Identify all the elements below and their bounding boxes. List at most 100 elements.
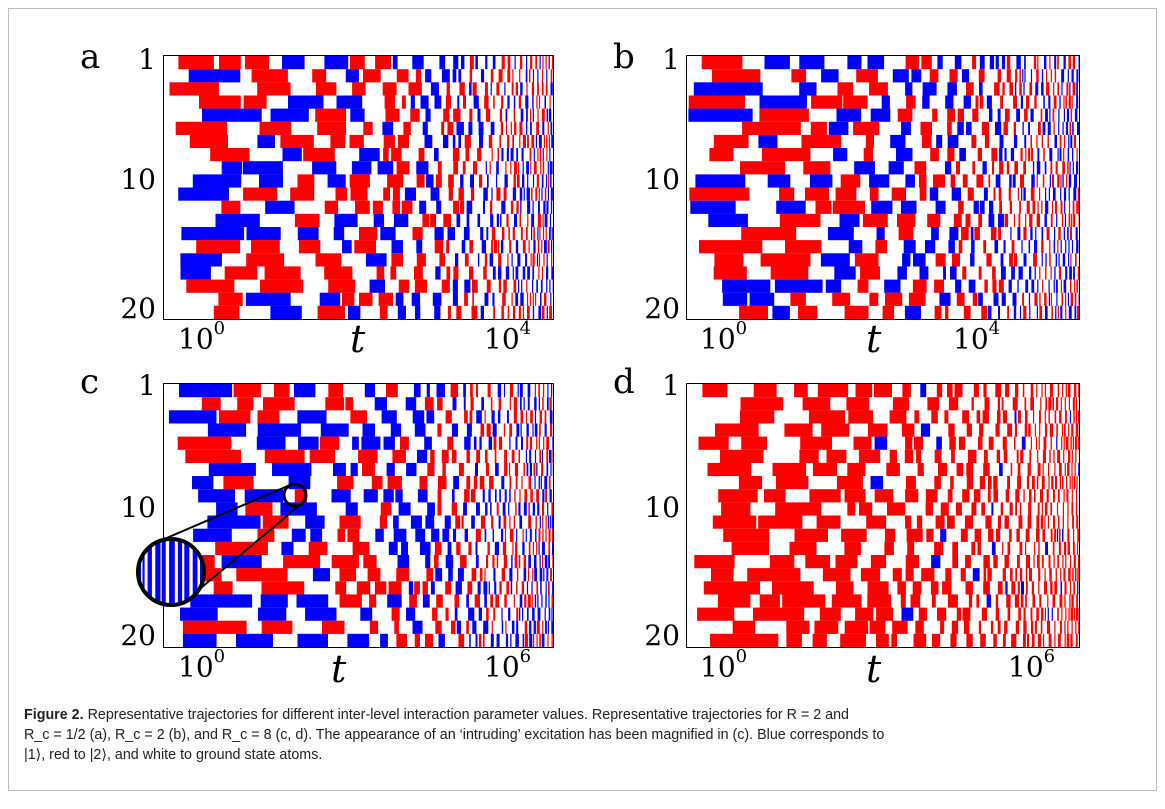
excitation-segment	[1030, 384, 1034, 398]
excitation-segment	[1034, 95, 1037, 109]
excitation-segment	[515, 266, 519, 280]
excitation-segment	[499, 134, 502, 149]
excitation-segment	[1014, 410, 1017, 424]
excitation-segment	[1017, 476, 1021, 490]
excitation-segment	[501, 568, 505, 582]
excitation-segment	[550, 200, 553, 214]
excitation-segment	[1043, 436, 1047, 450]
excitation-segment	[847, 502, 856, 516]
excitation-segment	[549, 161, 553, 175]
excitation-segment	[1014, 82, 1017, 96]
excitation-segment	[171, 555, 215, 569]
excitation-segment	[950, 266, 957, 280]
excitation-segment	[1024, 423, 1028, 437]
excitation-segment	[390, 423, 402, 437]
excitation-segment	[526, 108, 528, 122]
excitation-segment	[958, 240, 963, 254]
excitation-segment	[422, 213, 430, 227]
excitation-segment	[1070, 607, 1074, 621]
excitation-segment	[892, 69, 909, 83]
excitation-segment	[497, 148, 499, 162]
excitation-segment	[347, 528, 360, 542]
excitation-segment	[921, 56, 932, 70]
excitation-segment	[1049, 240, 1051, 254]
excitation-segment	[475, 633, 478, 647]
excitation-segment	[496, 174, 498, 188]
excitation-segment	[950, 174, 956, 188]
excitation-segment	[456, 305, 462, 319]
panel-letter-b: b	[613, 37, 635, 77]
excitation-segment	[1046, 489, 1049, 503]
excitation-segment	[1067, 462, 1070, 477]
excitation-segment	[1051, 200, 1054, 214]
excitation-segment	[972, 56, 977, 70]
excitation-segment	[541, 187, 543, 201]
excitation-segment	[544, 607, 546, 621]
excitation-segment	[799, 56, 825, 70]
excitation-segment	[1060, 568, 1062, 582]
excitation-segment	[380, 227, 396, 241]
excitation-segment	[836, 108, 862, 122]
excitation-segment	[1025, 568, 1028, 582]
excitation-segment	[264, 266, 301, 280]
excitation-segment	[414, 581, 420, 595]
excitation-segment	[521, 279, 523, 293]
excitation-segment	[522, 161, 524, 175]
excitation-segment	[513, 594, 515, 608]
excitation-segment	[245, 502, 273, 516]
excitation-segment	[372, 200, 383, 214]
excitation-segment	[483, 187, 488, 201]
excitation-segment	[388, 581, 402, 595]
excitation-segment	[1074, 292, 1077, 306]
excitation-segment	[1009, 253, 1013, 267]
excitation-segment	[978, 266, 982, 280]
excitation-segment	[475, 528, 481, 542]
excitation-segment	[912, 581, 922, 595]
excitation-segment	[901, 200, 917, 214]
excitation-segment	[1049, 423, 1054, 437]
excitation-segment	[955, 279, 962, 293]
excitation-segment	[507, 134, 510, 149]
excitation-segment	[294, 489, 308, 503]
excitation-segment	[993, 633, 997, 647]
excitation-segment	[492, 555, 495, 569]
excitation-segment	[799, 449, 819, 463]
excitation-segment	[1074, 305, 1077, 319]
excitation-segment	[531, 594, 533, 608]
excitation-segment	[447, 541, 452, 555]
excitation-segment	[1052, 541, 1055, 555]
excitation-segment	[960, 568, 966, 582]
excitation-segment	[395, 292, 404, 306]
excitation-segment	[1067, 148, 1070, 162]
excitation-segment	[897, 108, 913, 122]
excitation-segment	[1077, 266, 1079, 280]
excitation-segment	[526, 581, 529, 595]
excitation-segment	[1055, 397, 1059, 411]
excitation-segment	[1002, 541, 1004, 555]
excitation-segment	[519, 69, 521, 83]
excitation-segment	[1049, 56, 1051, 70]
excitation-segment	[519, 384, 523, 398]
excitation-segment	[215, 213, 260, 227]
excitation-segment	[369, 620, 379, 634]
excitation-segment	[488, 581, 490, 595]
excitation-segment	[1013, 121, 1016, 135]
excitation-segment	[544, 187, 547, 201]
excitation-segment	[282, 56, 305, 70]
excitation-segment	[468, 607, 475, 621]
excitation-segment	[437, 423, 442, 437]
excitation-segment	[550, 423, 552, 437]
excitation-segment	[1039, 423, 1041, 437]
excitation-segment	[532, 541, 534, 555]
excitation-segment	[336, 95, 363, 109]
excitation-segment	[542, 227, 545, 241]
excitation-segment	[392, 56, 398, 70]
excitation-segment	[688, 95, 745, 109]
excitation-segment	[358, 449, 378, 463]
excitation-segment	[1077, 581, 1079, 595]
excitation-segment	[844, 541, 861, 555]
excitation-segment	[522, 240, 526, 254]
excitation-segment	[246, 253, 285, 267]
excitation-segment	[1009, 200, 1012, 214]
excitation-segment	[507, 95, 510, 109]
